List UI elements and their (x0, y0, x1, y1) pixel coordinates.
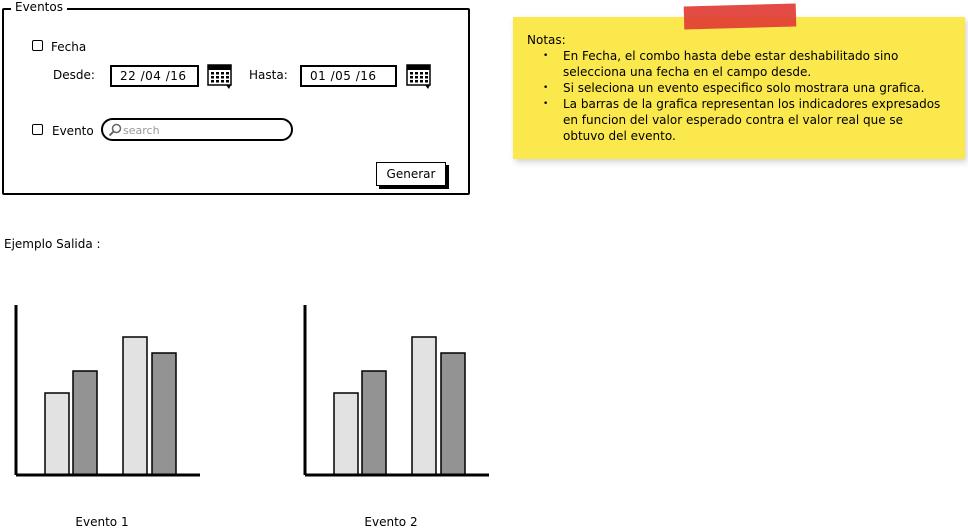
chart-bar (44, 392, 70, 476)
chart-bar (411, 336, 437, 476)
generar-button[interactable]: Generar (376, 162, 446, 186)
chart-bar (122, 336, 148, 476)
notes-item: La barras de la grafica representan los … (543, 96, 947, 144)
notes-sticky: Notas: En Fecha, el combo hasta debe est… (513, 17, 965, 159)
chart-bar (333, 392, 359, 476)
desde-date-field[interactable]: 22 /04 /16 (110, 65, 199, 87)
hasta-calendar-icon[interactable] (406, 63, 432, 89)
output-label: Ejemplo Salida : (4, 237, 101, 251)
note-tape (683, 3, 797, 30)
search-input[interactable] (123, 122, 283, 138)
chart-bar (440, 352, 466, 476)
notes-item: En Fecha, el combo hasta debe estar desh… (543, 48, 947, 80)
chart-bar (72, 370, 98, 476)
notes-title: Notas: (527, 33, 566, 47)
notes-list: En Fecha, el combo hasta debe estar desh… (527, 48, 955, 144)
desde-label: Desde: (53, 68, 95, 82)
chart-evento-1: Evento 1 (14, 305, 200, 529)
chart-bar (151, 352, 177, 476)
eventos-panel (2, 8, 470, 195)
chart-bar (361, 370, 387, 476)
chart-xlabel: Evento 1 (75, 515, 128, 529)
fecha-label: Fecha (51, 40, 87, 54)
evento-checkbox[interactable] (32, 124, 43, 135)
eventos-panel-title: Eventos (11, 0, 67, 14)
notes-item: Si seleciona un evento especifico solo m… (543, 80, 947, 96)
search-icon (108, 123, 122, 137)
fecha-checkbox[interactable] (32, 40, 43, 51)
desde-calendar-icon[interactable] (207, 63, 233, 89)
hasta-label: Hasta: (249, 68, 288, 82)
hasta-date-field[interactable]: 01 /05 /16 (300, 65, 397, 87)
chart-evento-2: Evento 2 (303, 305, 489, 529)
evento-label: Evento (52, 124, 94, 138)
chart-xlabel: Evento 2 (364, 515, 417, 529)
search-box[interactable] (101, 118, 293, 141)
